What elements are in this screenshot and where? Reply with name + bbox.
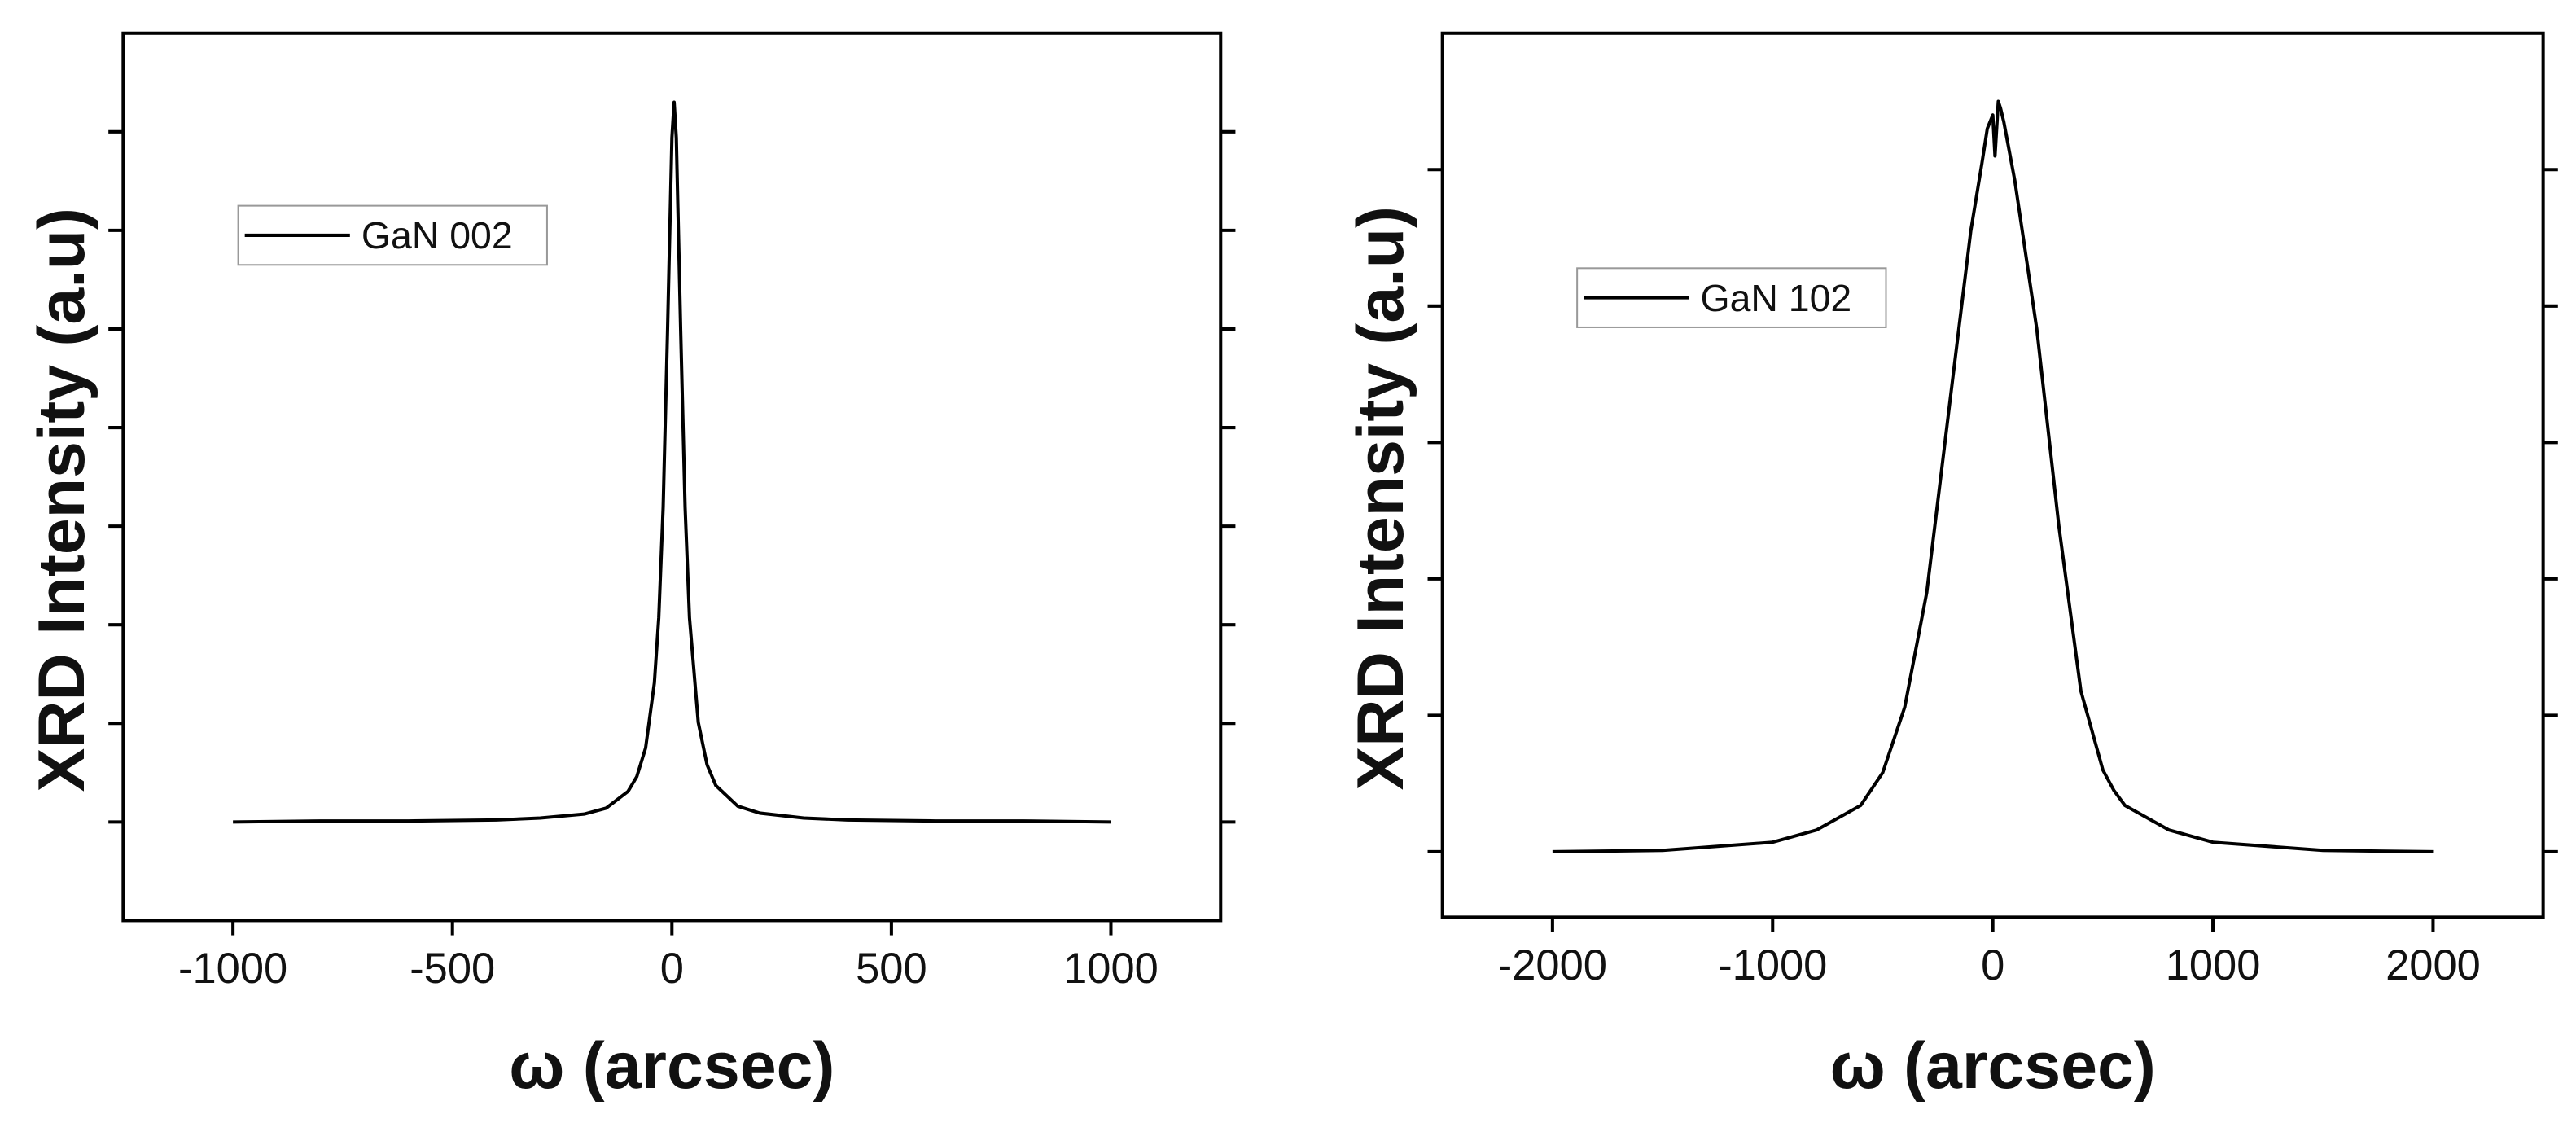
data-line bbox=[233, 100, 1111, 824]
x-tick-label: 2000 bbox=[2385, 942, 2481, 989]
legend-label: GaN 002 bbox=[361, 214, 513, 257]
x-tick-label: 0 bbox=[660, 945, 684, 993]
data-line bbox=[1552, 99, 2434, 853]
x-axis-label: ω (arcsec) bbox=[509, 1029, 835, 1103]
x-tick-label: -2000 bbox=[1498, 942, 1607, 989]
legend-label: GaN 102 bbox=[1700, 277, 1851, 319]
chart-panel: -1000 -500 0 500 1000 ω (arcsec) XRD Intensity… bbox=[25, 31, 1236, 1103]
y-axis-label: XRD Intensity (a.u) bbox=[25, 208, 99, 792]
x-tick-label: -1000 bbox=[178, 945, 287, 993]
y-axis-label: XRD Intensity (a.u) bbox=[1344, 206, 1417, 790]
x-tick-label: -1000 bbox=[1718, 942, 1827, 989]
x-tick-label: 0 bbox=[1981, 942, 2004, 989]
plot-frame bbox=[1440, 31, 2545, 919]
x-tick-label: 500 bbox=[856, 945, 927, 993]
x-tick-label: 1000 bbox=[1063, 945, 1159, 993]
chart-panel: -2000 -1000 0 1000 2000 ω (arcsec) XRD Intensi… bbox=[1344, 31, 2558, 1103]
x-tick-label: -500 bbox=[410, 945, 495, 993]
x-axis-label: ω (arcsec) bbox=[1830, 1029, 2156, 1103]
x-tick-label: 1000 bbox=[2166, 942, 2261, 989]
